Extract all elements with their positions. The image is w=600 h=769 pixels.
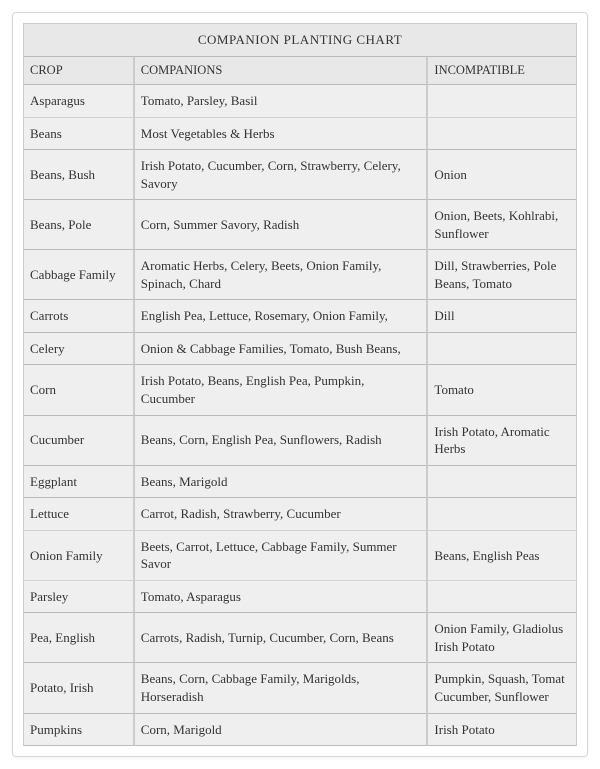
cell-crop: Asparagus [23, 85, 134, 118]
cell-companions: Onion & Cabbage Families, Tomato, Bush B… [134, 333, 428, 366]
table-row: CucumberBeans, Corn, English Pea, Sunflo… [23, 416, 577, 466]
cell-incompatible: Irish Potato [427, 714, 577, 747]
cell-incompatible: Dill, Strawberries, Pole Beans, Tomato [427, 250, 577, 300]
cell-companions: Beans, Corn, Cabbage Family, Marigolds, … [134, 663, 428, 713]
table-row: ParsleyTomato, Asparagus [23, 581, 577, 614]
col-header-companions: COMPANIONS [134, 57, 428, 85]
cell-companions: Most Vegetables & Herbs [134, 118, 428, 151]
cell-companions: Aromatic Herbs, Celery, Beets, Onion Fam… [134, 250, 428, 300]
cell-crop: Cucumber [23, 416, 134, 466]
cell-incompatible: Onion, Beets, Kohlrabi, Sunflower [427, 200, 577, 250]
cell-companions: English Pea, Lettuce, Rosemary, Onion Fa… [134, 300, 428, 333]
cell-crop: Celery [23, 333, 134, 366]
table-row: Onion FamilyBeets, Carrot, Lettuce, Cabb… [23, 531, 577, 581]
table-row: CeleryOnion & Cabbage Families, Tomato, … [23, 333, 577, 366]
cell-crop: Onion Family [23, 531, 134, 581]
planting-table: COMPANION PLANTING CHART CROP COMPANIONS… [23, 23, 577, 746]
cell-incompatible [427, 581, 577, 614]
table-row: Pea, EnglishCarrots, Radish, Turnip, Cuc… [23, 613, 577, 663]
cell-crop: Pumpkins [23, 714, 134, 747]
cell-incompatible [427, 466, 577, 499]
table-row: CarrotsEnglish Pea, Lettuce, Rosemary, O… [23, 300, 577, 333]
cell-crop: Parsley [23, 581, 134, 614]
chart-title: COMPANION PLANTING CHART [23, 23, 577, 57]
cell-incompatible: Tomato [427, 365, 577, 415]
cell-incompatible: Beans, English Peas [427, 531, 577, 581]
table-row: Potato, IrishBeans, Corn, Cabbage Family… [23, 663, 577, 713]
cell-crop: Lettuce [23, 498, 134, 531]
cell-incompatible: Dill [427, 300, 577, 333]
table-row: CornIrish Potato, Beans, English Pea, Pu… [23, 365, 577, 415]
cell-incompatible: Onion [427, 150, 577, 200]
cell-crop: Carrots [23, 300, 134, 333]
cell-crop: Beans, Bush [23, 150, 134, 200]
cell-crop: Eggplant [23, 466, 134, 499]
table-row: AsparagusTomato, Parsley, Basil [23, 85, 577, 118]
cell-companions: Beans, Corn, English Pea, Sunflowers, Ra… [134, 416, 428, 466]
cell-companions: Corn, Summer Savory, Radish [134, 200, 428, 250]
cell-companions: Carrot, Radish, Strawberry, Cucumber [134, 498, 428, 531]
table-row: Beans, PoleCorn, Summer Savory, RadishOn… [23, 200, 577, 250]
cell-companions: Corn, Marigold [134, 714, 428, 747]
cell-companions: Tomato, Parsley, Basil [134, 85, 428, 118]
cell-incompatible: Onion Family, Gladiolus Irish Potato [427, 613, 577, 663]
cell-crop: Potato, Irish [23, 663, 134, 713]
table-row: EggplantBeans, Marigold [23, 466, 577, 499]
table-row: Cabbage FamilyAromatic Herbs, Celery, Be… [23, 250, 577, 300]
cell-crop: Beans, Pole [23, 200, 134, 250]
col-header-crop: CROP [23, 57, 134, 85]
cell-crop: Cabbage Family [23, 250, 134, 300]
cell-incompatible: Pumpkin, Squash, Tomat Cucumber, Sunflow… [427, 663, 577, 713]
cell-companions: Carrots, Radish, Turnip, Cucumber, Corn,… [134, 613, 428, 663]
cell-crop: Beans [23, 118, 134, 151]
companion-planting-chart: COMPANION PLANTING CHART CROP COMPANIONS… [12, 12, 588, 757]
cell-incompatible [427, 498, 577, 531]
col-header-incompatible: INCOMPATIBLE [427, 57, 577, 85]
cell-incompatible [427, 85, 577, 118]
cell-companions: Irish Potato, Beans, English Pea, Pumpki… [134, 365, 428, 415]
cell-companions: Tomato, Asparagus [134, 581, 428, 614]
cell-companions: Beets, Carrot, Lettuce, Cabbage Family, … [134, 531, 428, 581]
cell-companions: Beans, Marigold [134, 466, 428, 499]
cell-crop: Corn [23, 365, 134, 415]
table-row: BeansMost Vegetables & Herbs [23, 118, 577, 151]
cell-crop: Pea, English [23, 613, 134, 663]
cell-incompatible [427, 333, 577, 366]
table-row: LettuceCarrot, Radish, Strawberry, Cucum… [23, 498, 577, 531]
cell-incompatible: Irish Potato, Aromatic Herbs [427, 416, 577, 466]
cell-companions: Irish Potato, Cucumber, Corn, Strawberry… [134, 150, 428, 200]
table-row: PumpkinsCorn, MarigoldIrish Potato [23, 714, 577, 747]
table-row: Beans, BushIrish Potato, Cucumber, Corn,… [23, 150, 577, 200]
cell-incompatible [427, 118, 577, 151]
